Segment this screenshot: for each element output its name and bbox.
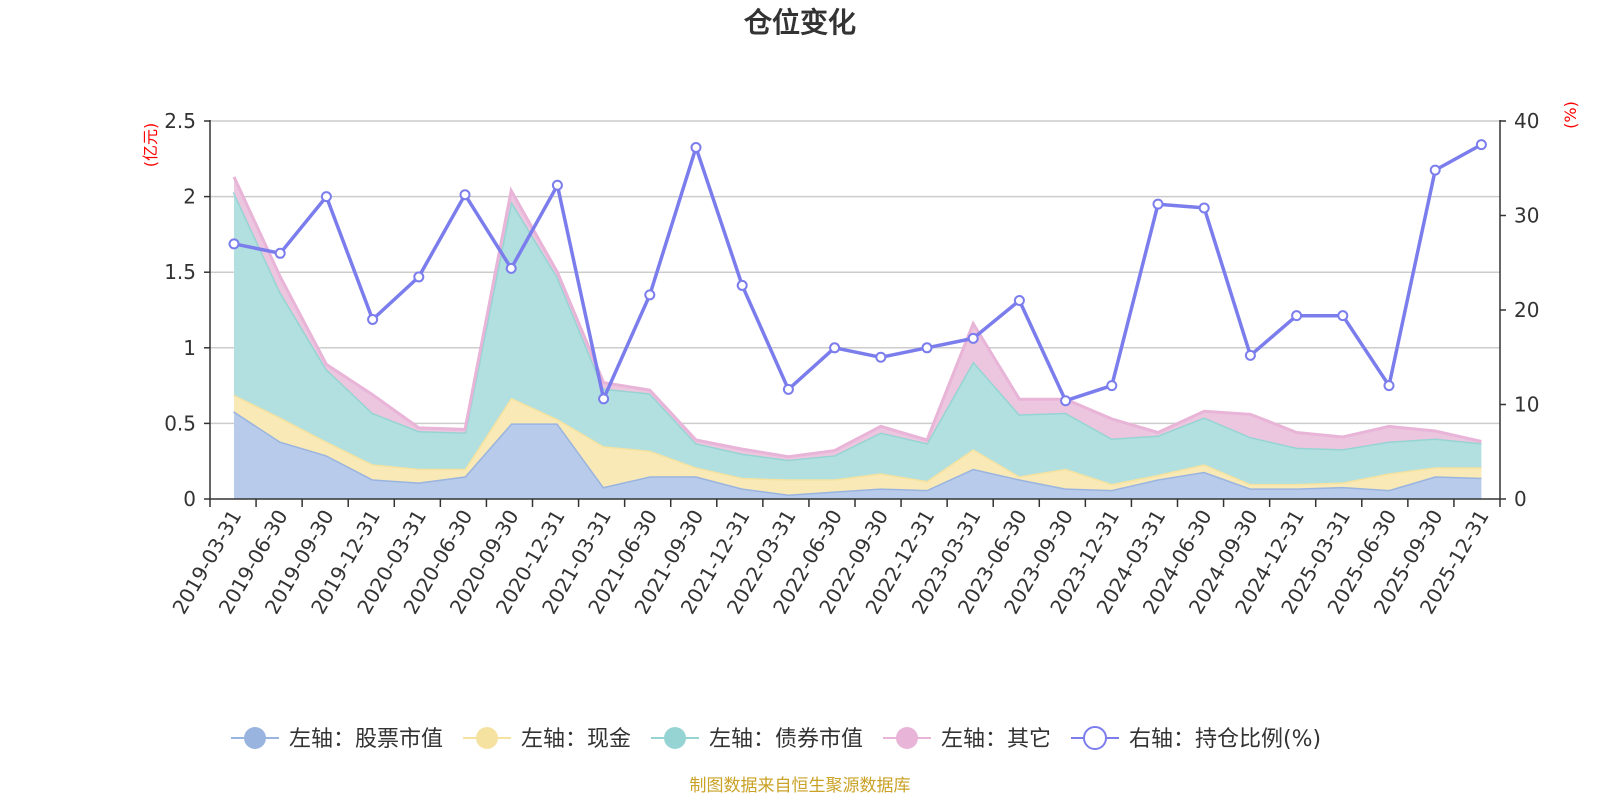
legend: 左轴：股票市值 左轴：现金 左轴：债券市值 左轴：其它 右轴：持仓比例(%) [231, 726, 1321, 752]
ratio-point [1337, 310, 1349, 322]
stacked-areas [232, 176, 1482, 499]
left-axis-tick-label: 0.5 [164, 411, 196, 435]
legend-label: 左轴：现金 [521, 727, 631, 752]
left-axis-tick-label: 2.5 [164, 109, 196, 133]
ratio-point [413, 271, 425, 283]
legend-label: 左轴：股票市值 [289, 727, 443, 752]
grid-lines [210, 120, 1500, 425]
legend-marker [664, 727, 686, 749]
ratio-point [367, 313, 379, 325]
ratio-point [1291, 310, 1303, 322]
area-edge-左轴：其它 [232, 176, 1482, 459]
chart-title: 仓位变化 [744, 6, 856, 39]
right-axis-tick-label: 20 [1514, 298, 1539, 322]
ratio-point [1013, 295, 1025, 307]
legend-label: 右轴：持仓比例(%) [1129, 727, 1321, 752]
ratio-point [736, 279, 748, 291]
legend-marker [896, 727, 918, 749]
legend-item: 左轴：现金 [463, 727, 631, 752]
left-axis-tick-label: 0 [183, 487, 196, 511]
area-左轴：现金 [234, 394, 1482, 495]
left-axis-tick-label: 1.5 [164, 260, 196, 284]
area-左轴：股票市值 [234, 411, 1482, 499]
right-axis-tick-label: 10 [1514, 393, 1539, 417]
legend-marker [244, 727, 266, 749]
data-source-note: 制图数据来自恒生聚源数据库 [690, 776, 911, 796]
right-axis-tick-label: 0 [1514, 487, 1527, 511]
ratio-point [551, 179, 563, 191]
legend-item: 右轴：持仓比例(%) [1071, 726, 1321, 752]
ratio-line [233, 143, 1483, 403]
ratio-point [1429, 164, 1441, 176]
ratio-point [829, 342, 841, 354]
legend-item: 左轴：债券市值 [651, 727, 863, 752]
legend-item: 左轴：股票市值 [231, 727, 443, 752]
ratio-point [1198, 202, 1210, 214]
legend-marker [1083, 726, 1107, 750]
right-axis-unit: (%) [1561, 101, 1580, 129]
ratio-point [1475, 139, 1487, 151]
ratio-point [1106, 380, 1118, 392]
ratio-point [1244, 349, 1256, 361]
ratio-point [1060, 395, 1072, 407]
ratio-point [690, 141, 702, 153]
ratio-point [782, 383, 794, 395]
ratio-point [967, 332, 979, 344]
area-左轴：债券市值 [234, 192, 1482, 484]
legend-label: 左轴：其它 [941, 727, 1051, 752]
ratio-point [921, 342, 933, 354]
right-axis-tick-label: 30 [1514, 204, 1539, 228]
ratio-point [459, 189, 471, 201]
ratio-point [598, 393, 610, 405]
area-edge-左轴：债券市值 [232, 191, 1482, 462]
ratio-point [505, 262, 517, 274]
ratio-point [274, 247, 286, 259]
axes: 00.511.522.50102030402019-03-312019-06-3… [164, 109, 1539, 618]
ratio-point [1383, 380, 1395, 392]
left-axis-tick-label: 1 [183, 336, 196, 360]
ratio-point [228, 238, 240, 250]
legend-marker [476, 727, 498, 749]
legend-item: 左轴：其它 [883, 727, 1051, 752]
legend-label: 左轴：债券市值 [709, 727, 863, 752]
right-axis-tick-label: 40 [1514, 109, 1539, 133]
ratio-point [320, 191, 332, 203]
ratio-point [875, 351, 887, 363]
left-axis-tick-label: 2 [183, 185, 196, 209]
ratio-line-series [228, 139, 1487, 407]
left-axis-unit: (亿元) [141, 123, 160, 168]
ratio-point [644, 289, 656, 301]
ratio-point [1152, 198, 1164, 210]
